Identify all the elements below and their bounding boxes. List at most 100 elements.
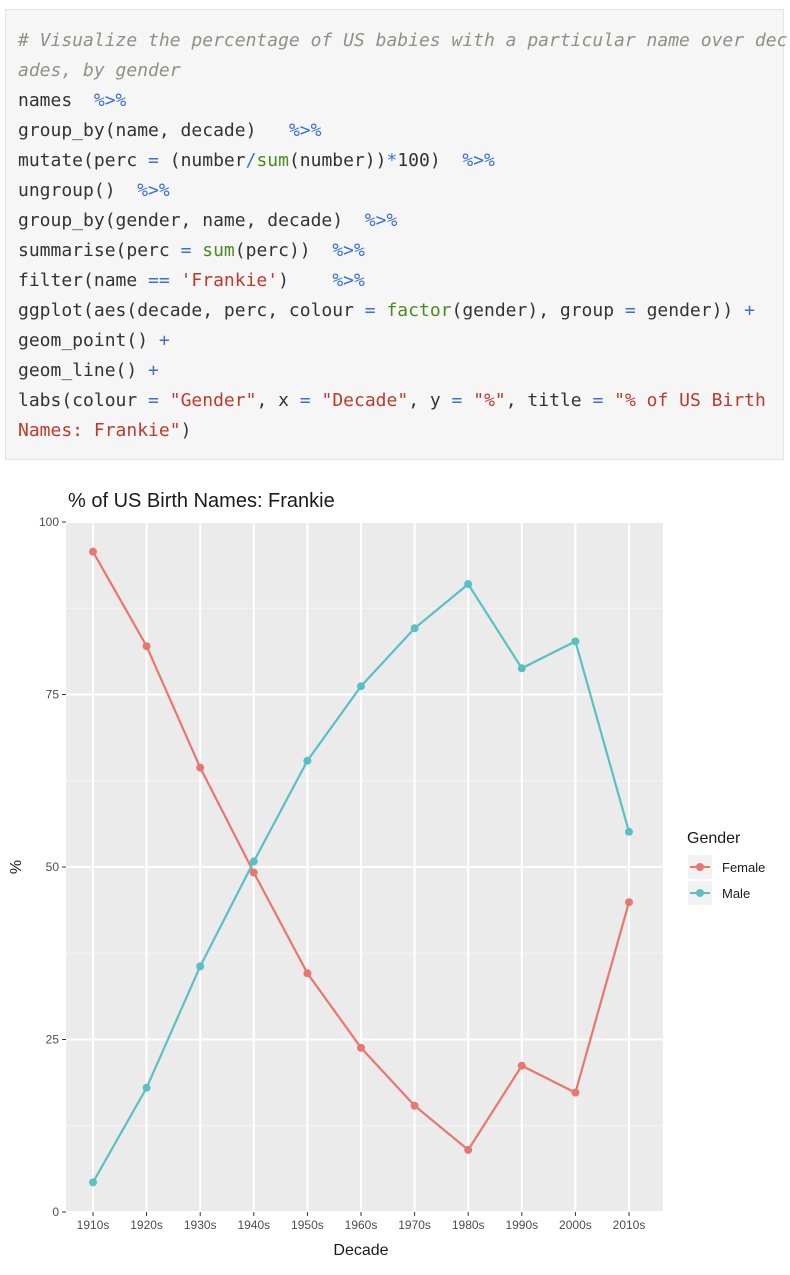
data-point-male xyxy=(517,664,526,673)
code-token: sum xyxy=(256,150,289,171)
x-tick-label: 1910s xyxy=(77,1218,110,1232)
code-line: names %>% xyxy=(18,86,771,116)
code-token: %>% xyxy=(137,180,170,201)
series-points xyxy=(89,547,633,1187)
code-token: geom_line() xyxy=(18,360,149,381)
code-token: = xyxy=(180,240,192,261)
code-token: ) xyxy=(180,420,192,441)
y-axis-label: % xyxy=(8,860,25,874)
code-token: (number)) xyxy=(288,150,387,171)
code-token: "%" xyxy=(473,390,506,411)
code-token: + xyxy=(744,300,755,321)
code-token: "% of US Birth xyxy=(614,390,766,411)
code-line: # Visualize the percentage of US babies … xyxy=(18,26,787,56)
y-tick-label: 100 xyxy=(39,515,59,529)
data-point-female xyxy=(89,547,97,556)
code-token: filter(name xyxy=(18,270,149,291)
data-point-male xyxy=(249,857,258,866)
code-token xyxy=(170,270,181,291)
major-gridlines xyxy=(66,521,663,1213)
chart-svg: % of US Birth Names: Frankie 0255075100 … xyxy=(8,490,765,1259)
code-token: names xyxy=(18,90,94,111)
data-point-female xyxy=(625,898,633,907)
code-token: / xyxy=(245,150,257,171)
legend-label: Male xyxy=(722,886,750,901)
code-token: "Decade" xyxy=(321,390,409,411)
code-token: labs(colour xyxy=(18,390,149,411)
data-point-male xyxy=(357,682,365,691)
code-token: (perc)) xyxy=(234,240,333,261)
data-point-female xyxy=(517,1061,526,1070)
code-token: = xyxy=(592,390,604,411)
data-point-male xyxy=(571,637,580,646)
code-token: + xyxy=(158,330,170,351)
code-token: Names: Frankie" xyxy=(18,420,181,441)
code-line: geom_point() + xyxy=(18,326,771,356)
data-point-male xyxy=(142,1083,151,1092)
data-point-female xyxy=(357,1043,365,1052)
y-tick-label: 0 xyxy=(52,1205,59,1219)
legend-key-point xyxy=(696,863,704,871)
minor-gridlines xyxy=(66,607,663,1127)
code-token: + xyxy=(148,360,159,381)
code-token xyxy=(159,390,170,411)
code-token: = xyxy=(148,390,159,411)
code-token: ggplot(aes(decade, perc, colour xyxy=(18,300,365,321)
data-point-male xyxy=(464,580,473,589)
code-token xyxy=(603,390,614,411)
code-token: mutate(perc xyxy=(18,150,149,171)
y-axis: 0 25 50 75 100 xyxy=(39,515,66,1219)
x-tick-label: 1970s xyxy=(398,1218,431,1232)
code-token: group_by(gender, name, decade) xyxy=(18,210,365,231)
code-line: Names: Frankie") xyxy=(18,416,771,446)
code-token: # Visualize the percentage of US babies … xyxy=(18,30,788,51)
legend-label: Female xyxy=(722,860,765,875)
code-token: , title xyxy=(505,390,593,411)
code-token: , y xyxy=(408,390,452,411)
code-line: group_by(name, decade) %>% xyxy=(18,116,771,146)
data-point-female xyxy=(410,1101,419,1110)
legend: Gender Female Male xyxy=(687,830,765,905)
code-token: = xyxy=(624,300,636,321)
code-token: "Gender" xyxy=(169,390,257,411)
code-token: ungroup() xyxy=(18,180,138,201)
data-point-female xyxy=(196,763,205,772)
code-token: group_by(name, decade) xyxy=(18,120,289,141)
data-point-male xyxy=(410,624,419,633)
y-tick-label: 50 xyxy=(46,860,60,874)
code-token: 'Frankie' xyxy=(180,270,279,291)
code-token xyxy=(462,390,473,411)
x-tick-label: 1980s xyxy=(452,1218,485,1232)
code-token: %>% xyxy=(93,90,127,111)
code-token: 100) xyxy=(397,150,463,171)
x-axis-label: Decade xyxy=(333,1242,388,1259)
code-token: ades, by gender xyxy=(18,60,181,81)
code-token: = xyxy=(148,150,159,171)
legend-key-point xyxy=(696,889,704,897)
x-tick-label: 1960s xyxy=(345,1218,378,1232)
code-token: %>% xyxy=(462,150,495,171)
x-tick-label: 1940s xyxy=(237,1218,270,1232)
y-tick-label: 75 xyxy=(46,688,60,702)
data-point-female xyxy=(571,1088,580,1097)
code-token: (gender), group xyxy=(451,300,625,321)
code-token xyxy=(191,240,202,261)
code-token: (number xyxy=(158,150,246,171)
code-line: group_by(gender, name, decade) %>% xyxy=(18,206,771,236)
code-line: summarise(perc = sum(perc)) %>% xyxy=(18,236,771,266)
code-block: # Visualize the percentage of US babies … xyxy=(5,9,787,460)
code-token: = xyxy=(364,300,376,321)
data-point-female xyxy=(142,642,151,651)
x-tick-label: 1920s xyxy=(130,1218,163,1232)
chart-title: % of US Birth Names: Frankie xyxy=(68,490,335,512)
data-point-female xyxy=(249,868,258,877)
code-line: ades, by gender xyxy=(18,56,771,86)
code-token: factor xyxy=(386,300,452,321)
data-point-male xyxy=(303,756,312,765)
code-token: %>% xyxy=(288,120,322,141)
chart: % of US Birth Names: Frankie 0 25 50 75 100 … xyxy=(0,470,790,1270)
code-line: ungroup() %>% xyxy=(18,176,771,206)
legend-title: Gender xyxy=(687,830,741,847)
code-token: = xyxy=(451,390,463,411)
code-token: * xyxy=(386,150,398,171)
